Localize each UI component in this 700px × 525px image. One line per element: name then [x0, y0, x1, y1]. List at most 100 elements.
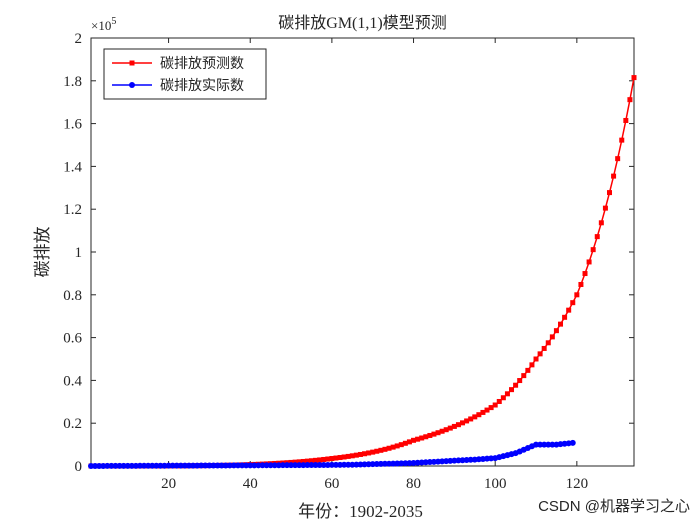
y-tick-label: 0.6 — [63, 331, 82, 347]
legend-box — [103, 48, 267, 100]
data-point — [504, 391, 510, 397]
data-point — [325, 456, 331, 462]
data-point — [521, 373, 527, 379]
data-point — [566, 307, 572, 313]
data-point — [598, 220, 604, 226]
y-tick-label: 0.4 — [63, 373, 82, 389]
data-point — [386, 445, 392, 451]
watermark: CSDN @机器学习之心 — [538, 498, 690, 515]
data-point — [578, 281, 584, 287]
data-point — [562, 314, 568, 320]
data-point — [472, 414, 478, 420]
data-point — [317, 457, 323, 463]
y-tick-label: 0.8 — [63, 288, 82, 304]
data-point — [484, 407, 490, 413]
data-point — [619, 137, 625, 143]
data-point — [517, 378, 523, 384]
y-tick-label: 1.6 — [63, 117, 82, 133]
data-point — [525, 367, 531, 373]
data-point — [398, 442, 404, 448]
data-point — [586, 259, 592, 265]
data-point — [374, 448, 380, 454]
data-point — [447, 425, 453, 431]
data-point — [569, 439, 576, 446]
data-point — [308, 458, 314, 464]
data-point — [349, 453, 355, 459]
y-axis-exponent: ×105 — [91, 16, 116, 33]
data-point — [390, 444, 396, 450]
data-point — [394, 443, 400, 449]
data-point — [590, 247, 596, 253]
data-point — [509, 387, 515, 393]
data-point — [631, 75, 637, 81]
data-point — [402, 440, 408, 446]
data-point — [439, 428, 445, 434]
data-point — [357, 451, 363, 457]
y-axis-label: 碳排放 — [33, 227, 52, 278]
data-point — [300, 458, 306, 464]
data-point — [480, 409, 486, 415]
data-point — [607, 190, 613, 196]
legend-label: 碳排放实际数 — [160, 78, 244, 94]
legend-marker — [129, 82, 135, 88]
data-point — [541, 345, 547, 351]
x-tick-label: 100 — [484, 476, 507, 492]
data-point — [553, 328, 559, 334]
x-tick-label: 40 — [243, 476, 258, 492]
data-point — [623, 117, 629, 123]
data-point — [488, 405, 494, 411]
data-point — [500, 395, 506, 401]
data-point — [353, 452, 359, 458]
x-tick-label: 60 — [324, 476, 339, 492]
x-tick-label: 20 — [161, 476, 176, 492]
data-point — [362, 451, 368, 457]
legend-marker — [129, 60, 135, 66]
data-point — [341, 454, 347, 460]
data-point — [313, 457, 319, 463]
y-tick-label: 1.2 — [63, 202, 82, 218]
data-point — [435, 430, 441, 436]
data-point — [370, 449, 376, 455]
data-point — [415, 436, 421, 442]
data-point — [533, 356, 539, 362]
chart-title: 碳排放GM(1,1)模型预测 — [278, 14, 446, 32]
labels-layer: 碳排放GM(1,1)模型预测 年份：1902-2035 碳排放 ×105 — [33, 14, 447, 521]
data-point — [337, 455, 343, 461]
data-point — [570, 300, 576, 306]
y-tick-label: 0 — [75, 459, 83, 475]
data-point — [496, 398, 502, 404]
data-point — [329, 456, 335, 462]
data-point — [492, 402, 498, 408]
data-point — [545, 340, 551, 346]
data-point — [451, 423, 457, 429]
plot-area — [90, 37, 635, 467]
data-point — [602, 205, 608, 211]
data-point — [464, 418, 470, 424]
data-point — [406, 439, 412, 445]
data-point — [304, 458, 310, 464]
data-point — [296, 459, 302, 465]
data-point — [460, 420, 466, 426]
data-point — [594, 234, 600, 240]
data-point — [411, 437, 417, 443]
data-point — [574, 292, 580, 298]
data-point — [321, 456, 327, 462]
x-tick-label: 80 — [406, 476, 421, 492]
data-point — [378, 447, 384, 453]
y-axis-exponent-base: ×10 — [91, 18, 111, 33]
data-point — [345, 453, 351, 459]
x-axis-label: 年份：1902-2035 — [298, 502, 423, 521]
data-point — [427, 432, 433, 438]
y-tick-label: 0.2 — [63, 416, 82, 432]
y-tick-label: 2 — [75, 31, 83, 47]
data-point — [549, 334, 555, 340]
y-axis-exponent-power: 5 — [111, 16, 116, 27]
data-point — [558, 321, 564, 327]
data-point — [455, 422, 461, 428]
x-tick-label: 120 — [566, 476, 589, 492]
y-tick-label: 1.8 — [63, 74, 82, 90]
data-point — [615, 156, 621, 162]
data-point — [443, 427, 449, 433]
